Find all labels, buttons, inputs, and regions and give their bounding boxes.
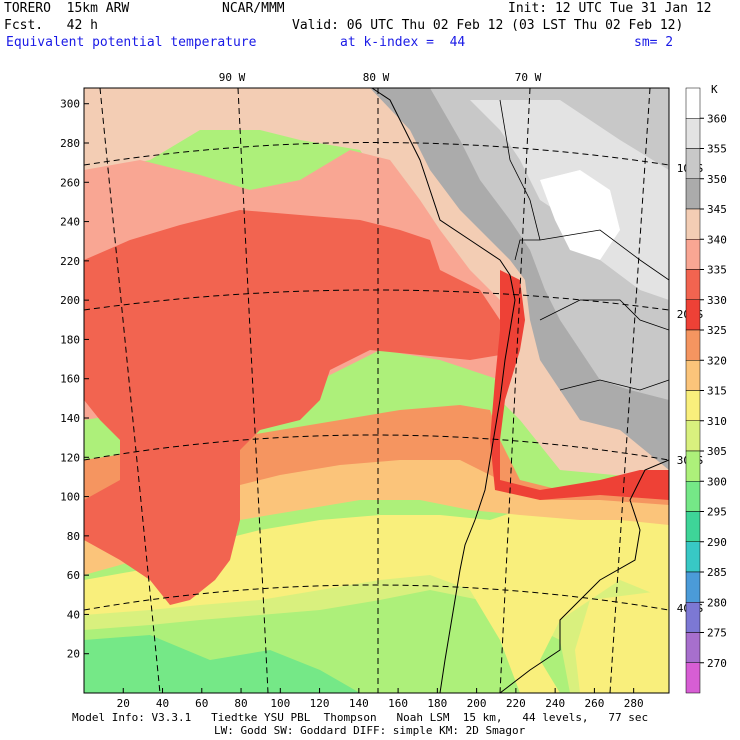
- colorbar-swatch: [685, 269, 701, 300]
- y-tick-label: 240: [60, 216, 80, 229]
- band-360: [540, 170, 620, 260]
- x-tick-label: 100: [270, 697, 290, 710]
- colorbar-swatch: [685, 87, 701, 119]
- theta-e-field: [84, 88, 669, 693]
- org-label: NCAR/MMM: [222, 1, 285, 16]
- colorbar-label: 360: [707, 112, 727, 125]
- init-time: Init: 12 UTC Tue 31 Jan 12: [508, 1, 712, 16]
- band-325: [490, 270, 669, 500]
- colorbar-label: 285: [707, 566, 727, 579]
- x-tick-label: 120: [310, 697, 330, 710]
- colorbar-swatch: [685, 632, 701, 663]
- colorbar-swatch: [685, 481, 701, 512]
- longitude-label: 90 W: [219, 71, 246, 84]
- colorbar-label: 345: [707, 203, 727, 216]
- model-info-line1: Model Info: V3.3.1 Tiedtke YSU PBL Thomp…: [72, 711, 649, 724]
- colorbar-label: 290: [707, 536, 727, 549]
- colorbar-swatch: [685, 511, 701, 542]
- x-tick-label: 180: [427, 697, 447, 710]
- x-tick-label: 200: [467, 697, 487, 710]
- colorbar-swatch: [685, 208, 701, 240]
- colorbar-label: 315: [707, 385, 727, 398]
- x-axis: 20 40 60 80 100 120 140 160 180 200 220 240 260 280: [117, 688, 644, 710]
- level-label: at k-index = 44: [340, 35, 466, 50]
- y-tick-label: 180: [60, 333, 80, 346]
- colorbar-swatch: [685, 450, 701, 482]
- coastline-atlantic: [499, 459, 669, 693]
- colorbar-swatch: [685, 239, 701, 270]
- x-tick-label: 220: [506, 697, 526, 710]
- x-tick-label: 60: [195, 697, 208, 710]
- colorbar-label: 325: [707, 324, 727, 337]
- coastline: [371, 88, 516, 693]
- y-tick-label: 140: [60, 412, 80, 425]
- colorbar-swatch: [685, 329, 701, 361]
- x-tick-label: 80: [234, 697, 247, 710]
- band-295: [84, 635, 360, 693]
- colorbar-swatch: [685, 571, 701, 603]
- field-name: Equivalent potential temperature: [6, 35, 257, 50]
- y-tick-label: 80: [67, 530, 80, 543]
- longitude-labels: 90 W 80 W 70 W: [219, 71, 542, 84]
- y-tick-label: 220: [60, 255, 80, 268]
- colorbar-swatch: [685, 420, 701, 452]
- y-tick-label: 40: [67, 608, 80, 621]
- x-tick-label: 20: [117, 697, 130, 710]
- colorbar-label: 335: [707, 264, 727, 277]
- x-tick-label: 140: [349, 697, 369, 710]
- colorbar-swatch: [685, 541, 701, 573]
- colorbar-label: 305: [707, 445, 727, 458]
- forecast-hour: Fcst. 42 h: [4, 18, 98, 33]
- y-tick-label: 20: [67, 648, 80, 661]
- colorbar-label: 330: [707, 294, 727, 307]
- y-tick-label: 160: [60, 373, 80, 386]
- x-tick-label: 160: [388, 697, 408, 710]
- colorbar-label: 295: [707, 506, 727, 519]
- x-tick-label: 280: [624, 697, 644, 710]
- y-tick-label: 100: [60, 491, 80, 504]
- longitude-label: 70 W: [515, 71, 542, 84]
- colorbar-unit: K: [711, 83, 718, 96]
- colorbar-label: 355: [707, 143, 727, 156]
- y-tick-label: 200: [60, 294, 80, 307]
- band-310-se: [575, 590, 669, 693]
- y-tick-label: 120: [60, 451, 80, 464]
- model-info-line2: LW: Godd SW: Goddard DIFF: simple KM: 2D…: [214, 724, 526, 737]
- longitude-label: 80 W: [363, 71, 390, 84]
- x-tick-label: 260: [584, 697, 604, 710]
- colorbar-swatch: [685, 360, 701, 391]
- colorbar-label: 310: [707, 415, 727, 428]
- x-tick-label: 40: [156, 697, 169, 710]
- colorbar-label: 270: [707, 657, 727, 670]
- colorbar-swatch: [685, 662, 701, 694]
- valid-time: Valid: 06 UTC Thu 02 Feb 12 (03 LST Thu …: [292, 18, 684, 33]
- colorbar: K 360 355 350 345 340 335 330 325 320 315 310 305 300…: [685, 83, 727, 694]
- colorbar-label: 350: [707, 173, 727, 186]
- y-axis: 20 40 60 80 100 120 140 160 180 200 220 240 260 280 30…: [60, 98, 89, 661]
- map-frame: [83, 87, 670, 694]
- country-borders: [499, 99, 669, 391]
- colorbar-label: 275: [707, 627, 727, 640]
- colorbar-swatch: [685, 299, 701, 331]
- model-title: TORERO 15km ARW: [4, 1, 130, 16]
- colorbar-label: 280: [707, 596, 727, 609]
- band-330: [84, 210, 500, 605]
- colorbar-swatch: [685, 178, 701, 210]
- y-tick-label: 300: [60, 98, 80, 111]
- colorbar-swatch: [685, 148, 701, 179]
- colorbar-swatch: [685, 390, 701, 421]
- y-tick-label: 60: [67, 569, 80, 582]
- colorbar-label: 340: [707, 233, 727, 246]
- colorbar-label: 320: [707, 354, 727, 367]
- x-tick-label: 240: [545, 697, 565, 710]
- y-tick-label: 280: [60, 137, 80, 150]
- colorbar-swatch: [685, 118, 701, 149]
- y-tick-label: 260: [60, 176, 80, 189]
- colorbar-label: 300: [707, 475, 727, 488]
- graticule: [84, 88, 669, 693]
- colorbar-swatch: [685, 602, 701, 633]
- smoothing-label: sm= 2: [634, 35, 674, 50]
